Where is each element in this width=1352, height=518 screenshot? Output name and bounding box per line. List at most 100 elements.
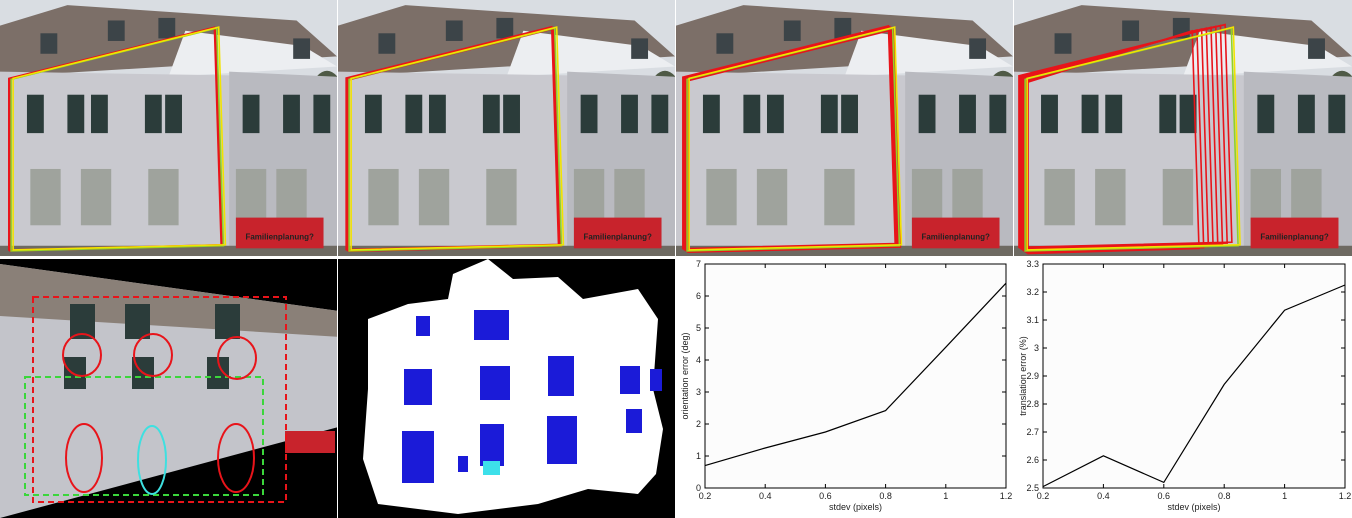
- y-tick-label: 6: [696, 291, 701, 301]
- ground-window: [824, 168, 855, 226]
- chart-orientation-svg: 0.2 0.4 0.6 0.8 1 1.2 0 1 2 3 4 5 6 7 stdev (pixels) or…: [676, 259, 1013, 518]
- x-tick-label: 1: [1282, 491, 1287, 501]
- ground-window: [573, 168, 605, 226]
- photo-2-svg: Familienplanung?: [338, 0, 675, 256]
- building: Familienplanung?: [338, 0, 675, 256]
- window-segment: [480, 424, 504, 466]
- window-segment: [474, 310, 509, 340]
- x-axis-label: stdev (pixels): [1167, 502, 1220, 512]
- dormer-window: [445, 20, 463, 41]
- x-tick-label: 0.4: [1097, 491, 1110, 501]
- shutter-window: [215, 304, 240, 339]
- estimated-pose-frame: [687, 28, 902, 254]
- ground-window: [1250, 168, 1282, 226]
- shutter-window: [67, 94, 85, 134]
- rectified-photo-svg: [0, 259, 337, 518]
- y-tick-label: 1: [696, 451, 701, 461]
- shutter-window: [702, 94, 720, 134]
- shutter-window: [1159, 94, 1177, 134]
- dormer-window: [1054, 33, 1072, 54]
- ground-window: [1095, 168, 1126, 226]
- photo-1-svg: Familienplanung?: [0, 0, 337, 256]
- x-tick-label: 1.2: [1339, 491, 1352, 501]
- dormer-window: [631, 38, 649, 59]
- x-tick-label: 1.2: [1000, 491, 1013, 501]
- red-sign: [573, 217, 662, 249]
- shutter-window: [313, 94, 331, 134]
- building: Familienplanung?: [0, 0, 337, 256]
- y-tick-label: 3.3: [1026, 259, 1039, 269]
- red-sign: [1250, 217, 1339, 249]
- ground-window: [756, 168, 788, 226]
- x-tick-label: 0.2: [699, 491, 712, 501]
- x-tick-label: 1: [943, 491, 948, 501]
- shutter-window: [959, 94, 976, 134]
- dormer-window: [716, 33, 734, 54]
- x-tick-label: 0.6: [819, 491, 832, 501]
- x-tick-label: 0.6: [1158, 491, 1171, 501]
- door-ellipse: [137, 425, 167, 495]
- shutter-window: [64, 357, 86, 389]
- series-line: [704, 282, 1007, 467]
- shutter-window: [743, 94, 761, 134]
- y-axis-label: translation error (%): [1018, 336, 1028, 416]
- photo-2: Familienplanung?: [338, 0, 675, 256]
- shutter-window: [651, 94, 669, 134]
- y-tick-label: 2.8: [1026, 399, 1039, 409]
- segmentation-mask-svg: [338, 259, 675, 518]
- shutter-window: [364, 94, 382, 134]
- ground: [0, 245, 337, 256]
- reference-frame: [688, 26, 903, 251]
- y-tick-label: 4: [696, 355, 701, 365]
- ground-window: [486, 168, 517, 226]
- dormer-window: [1122, 20, 1140, 41]
- chart-translation-svg: 0.2 0.4 0.6 0.8 1 1.2 2.5 2.6 2.7 2.8 2.9 3 3.1 3.2 3.…: [1014, 259, 1352, 518]
- ground-window: [614, 168, 645, 226]
- dormer-window: [783, 20, 801, 41]
- y-tick-label: 0: [696, 483, 701, 493]
- photo-4-svg: Familienplanung?: [1014, 0, 1352, 256]
- estimated-pose-frame: [682, 24, 896, 250]
- shutter-window: [1179, 94, 1197, 134]
- shutter-window: [26, 94, 44, 134]
- y-tick-label: 5: [696, 323, 701, 333]
- photo-3-svg: Familienplanung?: [676, 0, 1013, 256]
- dormer-window: [969, 38, 987, 59]
- plot-area: [704, 263, 1007, 489]
- shutter-window: [428, 94, 446, 134]
- y-tick-label: 3: [696, 387, 701, 397]
- shutter-window: [1105, 94, 1123, 134]
- window-ellipse: [133, 333, 173, 377]
- y-tick-label: 3: [1034, 343, 1039, 353]
- window-ellipse: [217, 423, 255, 493]
- ground: [1014, 245, 1352, 256]
- photo-3: Familienplanung?: [676, 0, 1013, 256]
- shutter-window: [766, 94, 784, 134]
- dashed-region-green: [24, 376, 264, 496]
- window-segment: [626, 409, 642, 433]
- reference-frame: [350, 26, 565, 251]
- shutter-window: [242, 94, 260, 134]
- building: Familienplanung?: [1014, 0, 1352, 256]
- x-tick-label: 0.4: [759, 491, 772, 501]
- shutter-window: [482, 94, 500, 134]
- window-segment: [547, 416, 577, 464]
- pose-overlays: [345, 25, 565, 253]
- shutter-window: [1041, 94, 1058, 134]
- pose-overlays: [1018, 23, 1241, 255]
- shutter-window: [841, 94, 858, 134]
- ground-window: [952, 168, 983, 226]
- window-segment: [548, 356, 574, 396]
- window-segment: [650, 369, 662, 391]
- pose-overlays: [8, 26, 227, 252]
- mask-foreground: [363, 259, 663, 514]
- shutter-window: [621, 94, 638, 134]
- ground-window: [148, 168, 179, 226]
- y-tick-label: 3.2: [1026, 287, 1039, 297]
- dormer-window: [1308, 38, 1325, 59]
- red-sign: [285, 431, 335, 453]
- window-segment: [416, 316, 430, 336]
- shutter-window: [580, 94, 598, 134]
- dormer-window: [378, 33, 396, 54]
- y-axis-label: orientation error (deg): [680, 332, 690, 419]
